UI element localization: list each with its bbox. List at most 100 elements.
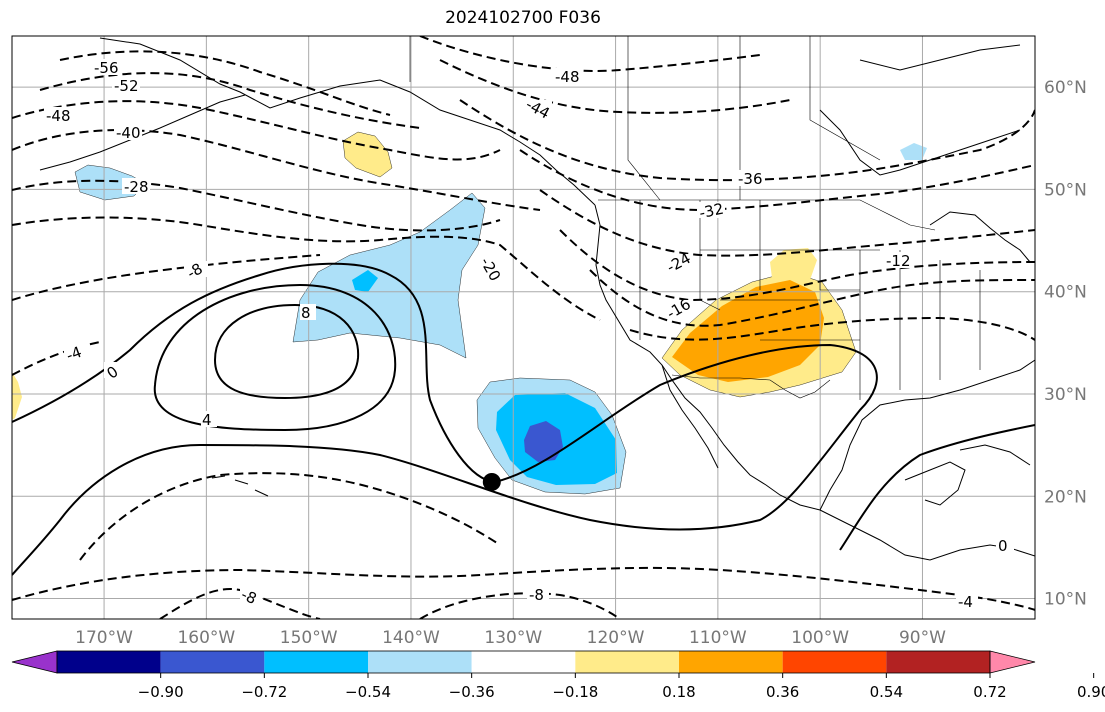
colorbar-bin: [160, 651, 265, 673]
colorbar-tick-label: −0.90: [138, 683, 184, 701]
contour-neg4: [12, 341, 101, 376]
contour-neg52: [39, 72, 421, 129]
contour-label: -48: [555, 68, 580, 86]
longitude-label: 100°W: [791, 628, 849, 648]
contour-label: 0: [998, 537, 1008, 555]
colorbar-bin: [471, 651, 576, 673]
longitude-label: 150°W: [280, 628, 338, 648]
longitude-label: 110°W: [689, 628, 747, 648]
latitude-label: 60°N: [1044, 78, 1087, 98]
location-marker: [482, 472, 501, 491]
contour-label: -4: [958, 593, 973, 611]
contours-solid: [12, 262, 1035, 576]
longitude-label: 120°W: [587, 628, 645, 648]
contour-label: -24: [664, 249, 694, 276]
shade-yellow-northcap: [770, 248, 817, 285]
colorbar-tick-label: −0.36: [449, 683, 495, 701]
colorbar-bin: [886, 651, 990, 673]
contour-neg24: [539, 189, 1035, 257]
contour-label: 4: [202, 411, 212, 429]
latitude-label: 30°N: [1044, 385, 1087, 405]
contour-neg16: [559, 229, 1035, 302]
contour-label: -56: [94, 59, 119, 77]
contours-dashed: [12, 36, 1035, 619]
shade-mid-blue-gulf: [352, 270, 378, 292]
contour-label: -48: [46, 107, 71, 125]
colorbar-extend-min: [11, 650, 58, 674]
shade-light-blue-hudson: [900, 143, 927, 160]
shade-yellow-west-edge: [12, 372, 22, 420]
coast-aleutians: [39, 94, 246, 171]
contour-neg56: [59, 50, 391, 116]
map-title: 2024102700 F036: [445, 8, 601, 28]
map-frame: [11, 35, 1036, 620]
contour-neg8-bottom-center: [419, 592, 621, 619]
contour-neg48-east: [419, 36, 761, 72]
contour-0-gulf: [839, 424, 1035, 551]
contour-neg4-bottom: [12, 566, 1035, 611]
longitude-label: 160°W: [177, 628, 235, 648]
coast-hudson: [819, 109, 1021, 176]
latitude-label: 50°N: [1044, 180, 1087, 200]
contour-neg32: [519, 149, 1035, 212]
contour-label: -12: [886, 252, 911, 270]
graticule: [12, 36, 1035, 619]
latitude-label: 20°N: [1044, 487, 1087, 507]
colorbar-bin: [782, 651, 887, 673]
contour-label: -8: [238, 585, 259, 608]
colorbar-tick-label: 0.18: [662, 683, 695, 701]
contour-neg8-north: [12, 254, 321, 301]
contour-neg44: [439, 59, 791, 114]
colorbar-tick-label: 0.54: [870, 683, 903, 701]
longitude-label: 170°W: [75, 628, 133, 648]
contour-label: -8: [529, 586, 544, 604]
contour-neg12: [589, 269, 1035, 327]
colorbar-bin: [575, 651, 679, 673]
shade-orange-southwest: [672, 280, 824, 382]
contour-label: -4: [64, 343, 84, 365]
contour-neg8-south: [79, 472, 501, 561]
contour-label: -40: [116, 124, 141, 142]
contour-label: -36: [738, 170, 763, 188]
colorbar-tick-label: 0.72: [973, 683, 1006, 701]
colorbar-tick-label: 0.90: [1077, 683, 1105, 701]
colorbar: −0.90 −0.72 −0.54 −0.36 −0.18 0.18 0.36 0.54 0.7…: [11, 650, 1105, 701]
contour-label: -44: [523, 95, 553, 122]
coast-baja: [661, 364, 719, 469]
coast-gulf-mexico: [819, 359, 1035, 511]
contour-label: -32: [698, 200, 726, 223]
colorbar-bin: [679, 651, 783, 673]
coast-hawaii: [211, 475, 269, 497]
colorbar-bin: [264, 651, 368, 673]
colorbar-tick-label: −0.54: [345, 683, 391, 701]
longitude-axis: 170°W 160°W 150°W 140°W 130°W 120°W 110°W 100°W…: [75, 628, 946, 648]
contour-label: 8: [301, 304, 311, 322]
colorbar-tick-label: −0.18: [552, 683, 598, 701]
contour-neg40: [12, 129, 541, 211]
colorbar-outline: [56, 650, 991, 674]
coast-great-lakes: [929, 211, 1031, 263]
contour-labels: -56 -52 -48 -48 -44 -40 -36 -32 -28 -24 …: [44, 59, 1014, 611]
colorbar-tick-label: −0.72: [241, 683, 287, 701]
shade-dark-blue-low: [524, 421, 563, 462]
colorbar-bin: [368, 651, 472, 673]
contour-label: -16: [664, 295, 694, 323]
latitude-label: 10°N: [1044, 590, 1087, 610]
coast-northeast-canada: [859, 44, 1021, 71]
coast-yucatan: [904, 461, 966, 506]
latitude-label: 40°N: [1044, 283, 1087, 303]
contour-8-line: [213, 303, 360, 400]
contour-neg8-mid: [629, 316, 1035, 341]
contour-0-line: [12, 262, 878, 576]
contour-neg48-west: [12, 100, 501, 161]
latitude-axis: 60°N 50°N 40°N 30°N 20°N 10°N: [1044, 78, 1087, 609]
contour-label: -20: [476, 254, 504, 284]
shaded-field: [12, 131, 927, 495]
colorbar-tick-label: 0.36: [766, 683, 799, 701]
contour-label: -52: [114, 77, 139, 95]
map-panel: -56 -52 -48 -48 -44 -40 -36 -32 -28 -24 …: [12, 36, 1035, 619]
border-us-mexico: [671, 374, 831, 399]
colorbar-extend-max: [989, 650, 1036, 674]
contour-neg28: [12, 179, 501, 232]
